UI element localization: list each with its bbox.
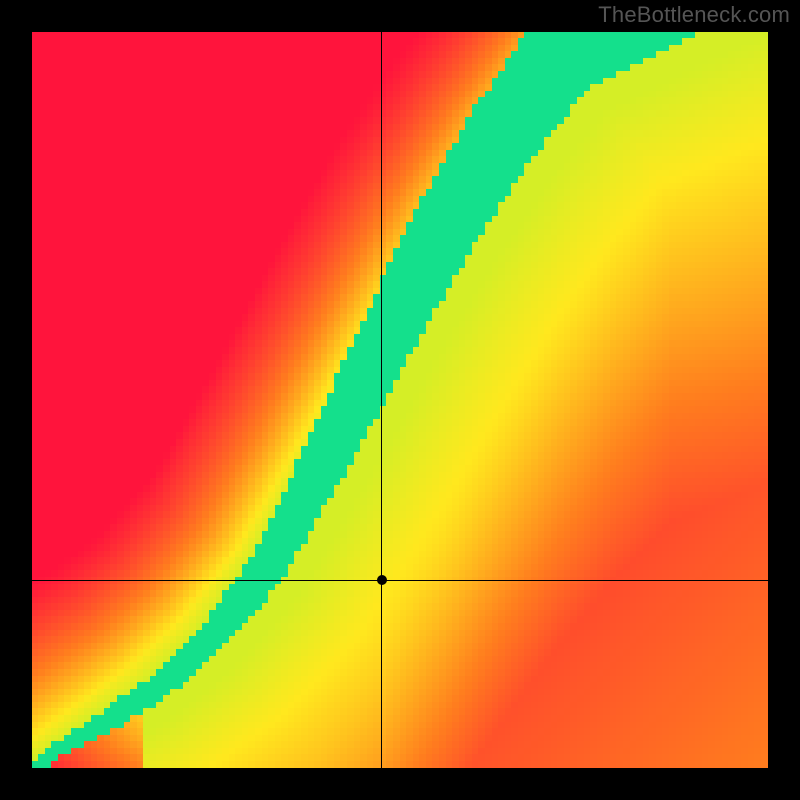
plot-frame: TheBottleneck.com bbox=[0, 0, 800, 800]
marker-dot bbox=[377, 575, 387, 585]
crosshair-vertical bbox=[381, 32, 382, 768]
heatmap-canvas bbox=[32, 32, 768, 768]
watermark-text: TheBottleneck.com bbox=[598, 2, 790, 28]
crosshair-horizontal bbox=[32, 580, 768, 581]
